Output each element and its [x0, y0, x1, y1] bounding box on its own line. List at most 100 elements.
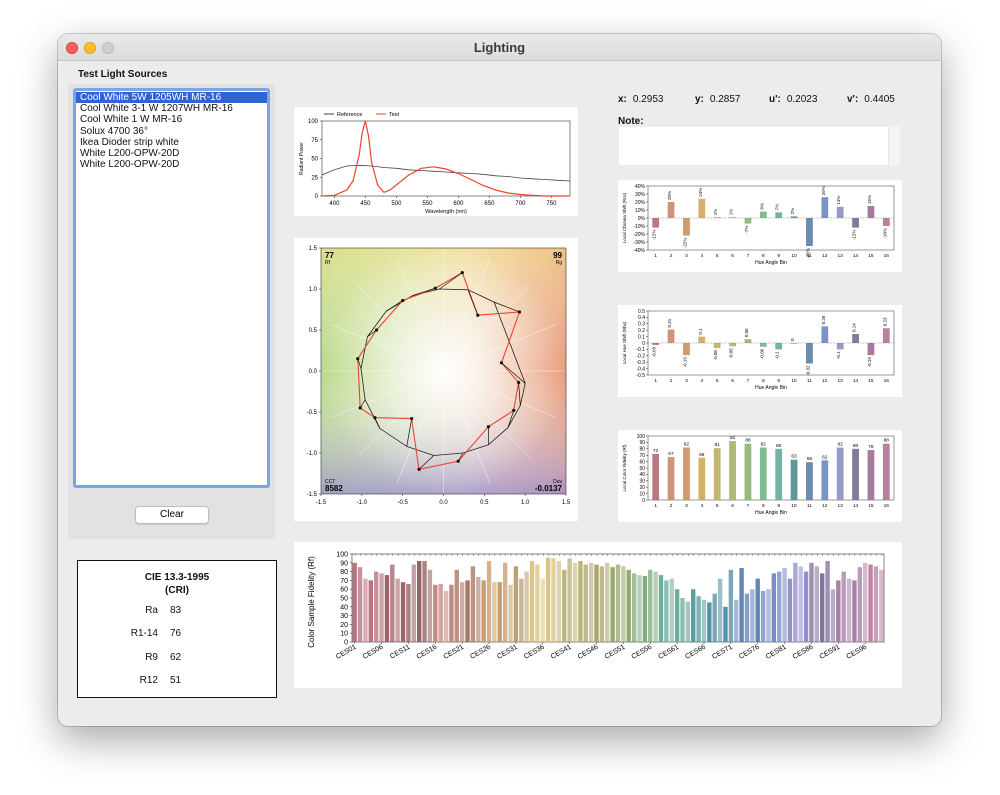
cri-value: 76: [170, 628, 182, 639]
x-tick-label: 0.5: [480, 500, 489, 506]
bar-value-label: 82: [684, 442, 690, 448]
bar-value-label: 81: [715, 442, 721, 448]
bin-bar: [806, 218, 813, 246]
coord-y: y: 0.2857: [695, 94, 741, 105]
x-tick-label: 9: [777, 378, 780, 384]
x-tick-label: 5: [716, 378, 719, 384]
bar-value-label: 0.26: [821, 315, 826, 324]
sample-bar: [492, 582, 497, 642]
bin-bar: [729, 343, 736, 347]
y-tick-label: 0.2: [638, 328, 645, 334]
close-window-button[interactable]: [66, 42, 78, 54]
cct-label: CCT: [325, 479, 335, 485]
x-tick-label: 1.0: [521, 500, 530, 506]
sample-bar: [674, 589, 680, 642]
x-tick-label: 10: [791, 503, 797, 509]
coord-v: v': 0.4405: [847, 94, 895, 105]
y-tick-label: 100: [336, 552, 348, 559]
note-scrollbar[interactable]: [888, 126, 900, 166]
title-bar: Lighting: [58, 34, 941, 61]
sample-bar: [836, 580, 841, 642]
sample-bar: [879, 569, 884, 642]
sample-bar: [873, 566, 879, 642]
source-item[interactable]: White L200-OPW-20D: [80, 148, 180, 160]
hue-spoke: [443, 284, 530, 372]
bin-bar: [698, 457, 706, 500]
bin-bar: [667, 202, 675, 218]
rf-label: Rf: [325, 260, 331, 266]
y-tick-label: 60: [639, 459, 645, 465]
bar-value-label: -0.1: [836, 351, 841, 359]
hue-spoke: [443, 370, 557, 418]
x-tick-label: CES91: [819, 644, 842, 661]
window-title: Lighting: [473, 40, 526, 55]
sample-bar: [433, 584, 438, 642]
sample-bar: [734, 599, 739, 642]
sample-bar: [717, 578, 723, 642]
x-tick-label: 13: [838, 378, 844, 384]
cri-title-line2: (CRI): [165, 585, 189, 596]
sample-bar: [621, 566, 626, 642]
bar-value-label: -10%: [882, 228, 887, 239]
source-item[interactable]: Solux 4700 36°: [80, 125, 148, 137]
shift-arrow-head: [517, 380, 521, 385]
x-tick-label: 12: [822, 378, 828, 384]
x-tick-label: 6: [731, 503, 734, 509]
x-tick-label: 14: [853, 378, 859, 384]
y-tick-label: 30: [340, 613, 348, 620]
chroma-shift-chart: 40% 30% 20% 10% 0% -10% -20% -30% -40% -12% 1 20% 2 -…: [622, 184, 895, 266]
shift-arrow: [374, 417, 381, 429]
y-tick-label: -0.5: [307, 410, 318, 416]
cri-panel: CIE 13.3-1995 (CRI) Ra 83 R1-14 76 R9 62 R1…: [77, 560, 277, 698]
clear-button[interactable]: Clear: [135, 506, 209, 524]
bin-bar: [683, 343, 690, 356]
sources-list[interactable]: Cool White 5W 1205WH MR-16 Cool White 3-1…: [73, 88, 270, 488]
bar-value-label: 80: [853, 443, 859, 449]
shift-arrow-head: [358, 406, 362, 410]
x-tick-label: 12: [822, 503, 828, 509]
source-item[interactable]: White L200-OPW-20D: [80, 159, 180, 171]
sample-bar: [777, 571, 782, 642]
y-tick-label: 100: [308, 119, 319, 125]
zoom-window-button[interactable]: [102, 42, 114, 54]
sample-bar: [696, 596, 701, 642]
hue-spoke: [443, 258, 491, 372]
sample-bar: [680, 598, 685, 642]
note-field[interactable]: [618, 126, 900, 166]
sample-bar: [411, 564, 416, 642]
y-tick-label: 10: [340, 631, 348, 638]
x-tick-label: 5: [716, 253, 719, 259]
bar-value-label: 78: [868, 444, 874, 450]
x-axis-label: Hue Angle Bin: [755, 510, 787, 516]
source-item[interactable]: Cool White 1 W MR-16: [80, 114, 183, 126]
y-tick-label: 100: [637, 434, 646, 440]
source-item[interactable]: Cool White 3-1 W 1207WH MR-16: [80, 103, 233, 115]
y-tick-label: -0.4: [636, 366, 645, 372]
x-tick-label: 12: [822, 253, 828, 259]
sample-bar: [352, 562, 357, 642]
bar-value-label: 82: [761, 442, 767, 448]
x-tick-label: 13: [838, 253, 844, 259]
coord-v-value: 0.4405: [864, 94, 895, 105]
y-tick-label: -0.2: [636, 354, 645, 360]
shift-arrow: [412, 287, 436, 296]
bar-value-label: -35%: [805, 248, 810, 259]
y-tick-label: 10%: [635, 208, 646, 214]
sample-bar: [545, 557, 551, 642]
source-item[interactable]: Cool White 5W 1205WH MR-16: [76, 92, 267, 104]
sample-bar: [782, 568, 787, 642]
sample-bar: [744, 593, 750, 642]
x-tick-label: CES41: [550, 644, 573, 661]
spectrum-chart-panel: 400 450 500 550 600 650 700 750 0 25 50 75 100 Wavele…: [294, 107, 578, 216]
source-item[interactable]: Ikea Dioder strip white: [80, 136, 179, 148]
color-vector-graphic: -1.5 -1.0 -0.5 0.0 0.5 1.0 1.5 -1.5 -1.0 -0.5 0.0 0…: [307, 246, 571, 506]
x-tick-label: CES96: [845, 644, 868, 661]
x-tick-label: -1.0: [357, 500, 368, 506]
x-tick-label: 2: [670, 378, 673, 384]
x-tick-label: 4: [700, 253, 703, 259]
minimize-window-button[interactable]: [84, 42, 96, 54]
bar-value-label: 8%: [759, 203, 764, 210]
rg-label: Rg: [556, 260, 563, 266]
bin-bar: [775, 448, 783, 500]
coord-y-label: y:: [695, 94, 704, 105]
